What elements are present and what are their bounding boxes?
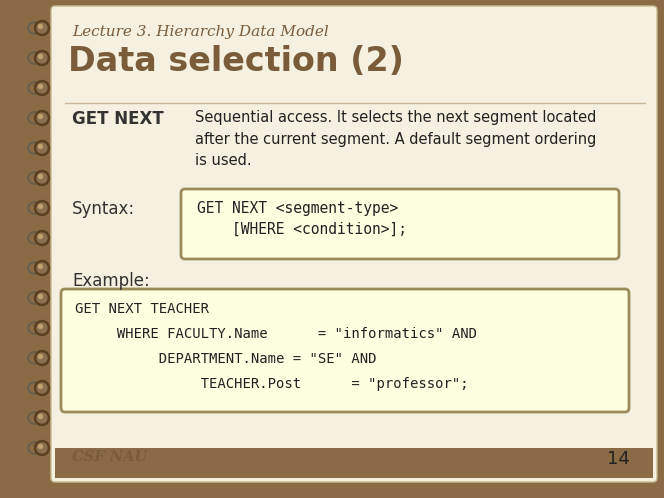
- Circle shape: [35, 410, 50, 425]
- Circle shape: [39, 205, 42, 209]
- Text: GET NEXT TEACHER: GET NEXT TEACHER: [75, 302, 209, 316]
- FancyBboxPatch shape: [51, 6, 657, 482]
- Circle shape: [35, 351, 50, 366]
- Circle shape: [37, 443, 47, 453]
- Circle shape: [37, 323, 47, 333]
- FancyBboxPatch shape: [181, 189, 619, 259]
- Circle shape: [39, 174, 42, 178]
- Circle shape: [37, 233, 47, 243]
- Circle shape: [37, 173, 47, 183]
- Circle shape: [35, 20, 50, 35]
- Circle shape: [39, 325, 42, 329]
- Circle shape: [35, 441, 50, 456]
- Polygon shape: [59, 448, 649, 474]
- Circle shape: [39, 115, 42, 119]
- Circle shape: [39, 384, 42, 388]
- Circle shape: [37, 83, 47, 93]
- Text: GET NEXT: GET NEXT: [72, 110, 164, 128]
- Text: Syntax:: Syntax:: [72, 200, 135, 218]
- Circle shape: [37, 293, 47, 303]
- Circle shape: [35, 140, 50, 155]
- Text: Sequential access. It selects the next segment located
after the current segment: Sequential access. It selects the next s…: [195, 110, 596, 168]
- Text: CSF NAU: CSF NAU: [72, 450, 147, 464]
- Circle shape: [37, 23, 47, 33]
- Text: TEACHER.Post      = "professor";: TEACHER.Post = "professor";: [75, 377, 469, 391]
- Text: Data selection (2): Data selection (2): [68, 45, 404, 78]
- Circle shape: [39, 144, 42, 148]
- Circle shape: [39, 24, 42, 28]
- Circle shape: [35, 81, 50, 96]
- Circle shape: [37, 53, 47, 63]
- Circle shape: [35, 50, 50, 66]
- Circle shape: [39, 235, 42, 239]
- Circle shape: [35, 260, 50, 275]
- Text: Lecture 3. Hierarchy Data Model: Lecture 3. Hierarchy Data Model: [72, 25, 329, 39]
- Circle shape: [37, 143, 47, 153]
- Text: GET NEXT <segment-type>: GET NEXT <segment-type>: [197, 201, 398, 216]
- Circle shape: [39, 355, 42, 359]
- Circle shape: [39, 445, 42, 449]
- Circle shape: [35, 290, 50, 305]
- Text: [WHERE <condition>];: [WHERE <condition>];: [197, 222, 407, 237]
- Circle shape: [39, 85, 42, 89]
- Circle shape: [39, 54, 42, 58]
- Circle shape: [35, 321, 50, 336]
- Circle shape: [39, 264, 42, 268]
- Circle shape: [37, 113, 47, 123]
- Circle shape: [39, 414, 42, 418]
- FancyBboxPatch shape: [61, 289, 629, 412]
- Circle shape: [39, 294, 42, 298]
- FancyBboxPatch shape: [55, 448, 653, 478]
- Circle shape: [35, 380, 50, 395]
- Text: 14: 14: [606, 450, 629, 468]
- Circle shape: [37, 203, 47, 213]
- Circle shape: [37, 263, 47, 273]
- Text: WHERE FACULTY.Name      = "informatics" AND: WHERE FACULTY.Name = "informatics" AND: [75, 327, 477, 341]
- Circle shape: [35, 111, 50, 125]
- Circle shape: [37, 353, 47, 363]
- Circle shape: [37, 383, 47, 393]
- Circle shape: [35, 170, 50, 185]
- Circle shape: [37, 413, 47, 423]
- Circle shape: [35, 201, 50, 216]
- Circle shape: [35, 231, 50, 246]
- Text: Example:: Example:: [72, 272, 150, 290]
- Text: DEPARTMENT.Name = "SE" AND: DEPARTMENT.Name = "SE" AND: [75, 352, 376, 366]
